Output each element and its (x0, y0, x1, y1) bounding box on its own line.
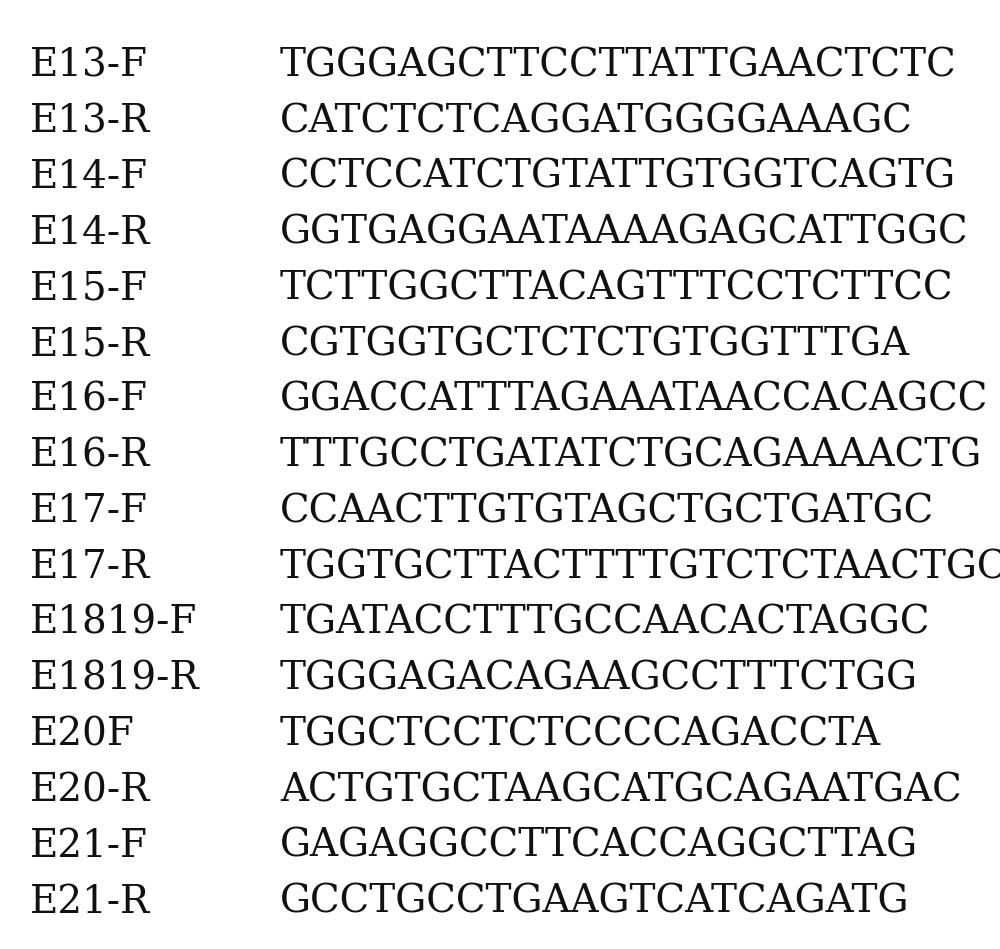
Text: GCCTGCCTGAAGTCATCAGATG: GCCTGCCTGAAGTCATCAGATG (280, 884, 910, 921)
Text: E20-R: E20-R (30, 772, 150, 809)
Text: TGATACCTTTGCCAACACTAGGC: TGATACCTTTGCCAACACTAGGC (280, 605, 930, 642)
Text: GGTGAGGAATAAAAGAGCATTGGC: GGTGAGGAATAAAAGAGCATTGGC (280, 214, 969, 251)
Text: CCTCCATCTGTATTGTGGTCAGTG: CCTCCATCTGTATTGTGGTCAGTG (280, 158, 956, 195)
Text: TGGCTCCTCTCCCCAGACCTA: TGGCTCCTCTCCCCAGACCTA (280, 716, 881, 754)
Text: GGACCATTTAGAAATAACCACAGCC: GGACCATTTAGAAATAACCACAGCC (280, 381, 988, 419)
Text: E21-R: E21-R (30, 884, 150, 921)
Text: E14-R: E14-R (30, 214, 150, 251)
Text: E13-F: E13-F (30, 47, 148, 84)
Text: E21-F: E21-F (30, 828, 148, 865)
Text: E15-R: E15-R (30, 326, 150, 363)
Text: TCTTGGCTTACAGTTTCCTCTTCC: TCTTGGCTTACAGTTTCCTCTTCC (280, 270, 954, 307)
Text: E1819-F: E1819-F (30, 605, 197, 642)
Text: E16-R: E16-R (30, 437, 150, 474)
Text: TTTGCCTGATATCTGCAGAAAACTG: TTTGCCTGATATCTGCAGAAAACTG (280, 437, 982, 474)
Text: E20F: E20F (30, 716, 135, 754)
Text: E16-F: E16-F (30, 381, 148, 419)
Text: E14-F: E14-F (30, 158, 148, 195)
Text: CGTGGTGCTCTCTGTGGTTTGA: CGTGGTGCTCTCTGTGGTTTGA (280, 326, 910, 363)
Text: TGGTGCTTACTTTTGTCTCTAACTGC: TGGTGCTTACTTTTGTCTCTAACTGC (280, 549, 1000, 586)
Text: TGGGAGACAGAAGCCTTTCTGG: TGGGAGACAGAAGCCTTTCTGG (280, 661, 918, 698)
Text: E13-R: E13-R (30, 103, 150, 140)
Text: E17-F: E17-F (30, 493, 148, 530)
Text: GAGAGGCCTTCACCAGGCTTAG: GAGAGGCCTTCACCAGGCTTAG (280, 828, 918, 865)
Text: ACTGTGCTAAGCATGCAGAATGAC: ACTGTGCTAAGCATGCAGAATGAC (280, 772, 962, 809)
Text: E15-F: E15-F (30, 270, 148, 307)
Text: CCAACTTGTGTAGCTGCTGATGC: CCAACTTGTGTAGCTGCTGATGC (280, 493, 934, 530)
Text: TGGGAGCTTCCTTATTGAACTCTC: TGGGAGCTTCCTTATTGAACTCTC (280, 47, 957, 84)
Text: E1819-R: E1819-R (30, 661, 200, 698)
Text: CATCTCTCAGGATGGGGAAAGC: CATCTCTCAGGATGGGGAAAGC (280, 103, 913, 140)
Text: E17-R: E17-R (30, 549, 150, 586)
